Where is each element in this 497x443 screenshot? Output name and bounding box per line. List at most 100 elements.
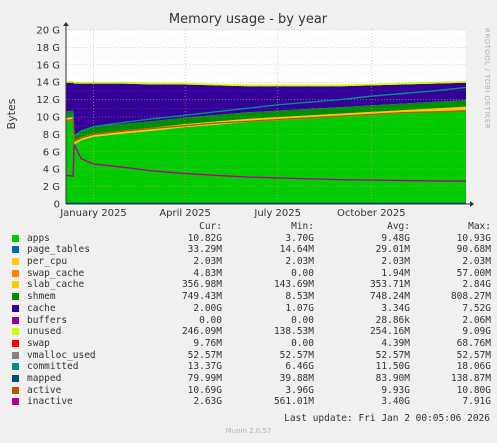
legend-header-cur: Cur: xyxy=(199,221,222,232)
legend-value-avg: 9.48G xyxy=(381,232,410,244)
legend-value-avg: 83.90M xyxy=(375,372,410,384)
legend-value-max: 2.84G xyxy=(462,279,491,291)
legend-value-max: 808.27M xyxy=(450,291,491,303)
y-tick-label: 20 G xyxy=(36,26,60,37)
legend-value-min: 3.70G xyxy=(285,232,314,244)
legend-row-swap: swap 9.76M 0.00 4.39M 68.76M xyxy=(12,337,491,350)
legend-value-avg: 353.71M xyxy=(369,279,410,291)
legend-series-name: cache xyxy=(27,302,56,314)
legend-value-cur: 9.76M xyxy=(193,337,222,349)
legend-row-active: active 10.69G 3.96G 9.93G 10.80G xyxy=(12,384,491,397)
legend-row-committed: committed 13.37G 6.46G 11.50G 18.06G xyxy=(12,361,491,373)
legend-value-min: 39.88M xyxy=(279,372,314,384)
legend-value-cur: 356.98M xyxy=(181,279,222,291)
legend-value-max: 7.91G xyxy=(462,396,491,408)
legend-value-min: 8.53M xyxy=(285,291,314,303)
legend-series-name: committed xyxy=(27,361,79,373)
legend-rows: apps 10.82G 3.70G 9.48G 10.93G page_tables 33.… xyxy=(12,232,491,408)
legend-series-name: slab_cache xyxy=(27,279,85,291)
legend-value-avg: 28.86k xyxy=(375,314,410,326)
area-slab_cache xyxy=(66,106,466,145)
area-shmem xyxy=(66,100,466,142)
y-axis-label: Bytes xyxy=(5,98,18,129)
x-tick-label: April 2025 xyxy=(159,208,210,219)
y-tick-label: 14 G xyxy=(36,78,60,89)
line-inactive xyxy=(65,142,467,182)
y-tick-label: 8 G xyxy=(43,130,60,141)
legend-swatch xyxy=(12,234,19,242)
legend-value-cur: 2.00G xyxy=(193,302,222,314)
legend: Cur: Min: Avg: Max: apps 10.82G 3.70G 9.48G… xyxy=(12,221,491,408)
memory-chart: Memory usage - by year Bytes RRDTOOL / T… xyxy=(5,12,491,219)
legend-series-name: buffers xyxy=(27,314,68,326)
legend-row-mapped: mapped 79.99M 39.88M 83.90M 138.87M xyxy=(12,372,491,385)
legend-value-cur: 33.29M xyxy=(187,244,222,256)
legend-value-avg: 3.40G xyxy=(381,396,410,408)
legend-header-min: Min: xyxy=(291,221,314,232)
legend-swatch xyxy=(12,281,19,289)
last-update: Last update: Fri Jan 2 00:05:06 2026 xyxy=(284,413,490,424)
legend-series-name: shmem xyxy=(27,291,56,303)
legend-row-vmalloc_used: vmalloc_used 52.57M 52.57M 52.57M 52.57M xyxy=(12,349,491,362)
legend-value-avg: 4.39M xyxy=(381,337,410,349)
legend-value-min: 0.00 xyxy=(291,314,314,326)
legend-value-avg: 2.03M xyxy=(381,256,410,268)
chart-title: Memory usage - by year xyxy=(169,12,328,27)
legend-swatch xyxy=(12,293,19,301)
rrdtool-watermark: RRDTOOL / TOBI OETIKER xyxy=(483,28,491,129)
x-tick-label: January 2025 xyxy=(59,208,127,219)
legend-series-name: page_tables xyxy=(27,244,90,256)
munin-version: Munin 2.0.57 xyxy=(225,427,272,435)
legend-value-min: 561.01M xyxy=(273,396,314,408)
legend-value-avg: 11.50G xyxy=(375,361,410,373)
axes xyxy=(63,22,474,207)
legend-value-cur: 4.83M xyxy=(193,267,222,279)
legend-value-max: 52.57M xyxy=(456,349,491,361)
legend-value-avg: 3.34G xyxy=(381,302,410,314)
legend-series-name: swap_cache xyxy=(27,267,85,279)
legend-swatch xyxy=(12,398,19,406)
area-cache xyxy=(66,82,466,135)
legend-value-max: 68.76M xyxy=(456,337,491,349)
legend-value-max: 18.06G xyxy=(456,361,491,373)
grid-lines xyxy=(66,29,466,205)
x-tick-labels: January 2025 April 2025 July 2025 October 2… xyxy=(59,208,405,219)
legend-value-avg: 1.94M xyxy=(381,267,410,279)
legend-value-min: 0.00 xyxy=(291,267,314,279)
legend-header-avg: Avg: xyxy=(387,221,410,232)
legend-row-unused: unused 246.09M 138.53M 254.16M 9.09G xyxy=(12,326,491,338)
legend-series-name: per_cpu xyxy=(27,256,68,268)
legend-value-min: 6.46G xyxy=(285,361,314,373)
legend-swatch xyxy=(12,258,19,266)
legend-value-avg: 748.24M xyxy=(369,291,410,303)
legend-header-max: Max: xyxy=(468,221,491,232)
legend-row-page_tables: page_tables 33.29M 14.64M 29.01M 90.68M xyxy=(12,244,491,256)
x-axis-arrow xyxy=(470,201,474,207)
legend-swatch xyxy=(12,386,19,394)
legend-swatch xyxy=(12,351,19,359)
legend-value-cur: 0.00 xyxy=(199,314,222,326)
legend-row-apps: apps 10.82G 3.70G 9.48G 10.93G xyxy=(12,232,491,245)
legend-series-name: vmalloc_used xyxy=(27,349,96,361)
legend-row-inactive: inactive 2.63G 561.01M 3.40G 7.91G xyxy=(12,396,491,408)
legend-value-cur: 79.99M xyxy=(187,372,222,384)
legend-value-max: 7.52G xyxy=(462,302,491,314)
legend-value-cur: 2.03M xyxy=(193,256,222,268)
legend-swatch xyxy=(12,316,19,324)
legend-value-min: 2.03M xyxy=(285,256,314,268)
y-tick-label: 16 G xyxy=(36,60,60,71)
legend-value-cur: 749.43M xyxy=(181,291,222,303)
legend-value-max: 10.93G xyxy=(456,232,491,244)
legend-series-name: active xyxy=(27,384,62,396)
legend-value-cur: 10.82G xyxy=(187,232,222,244)
legend-value-min: 14.64M xyxy=(279,244,314,256)
legend-swatch xyxy=(12,363,19,371)
legend-value-max: 90.68M xyxy=(456,244,491,256)
y-tick-label: 0 xyxy=(54,200,60,211)
legend-swatch xyxy=(12,269,19,277)
y-tick-label: 10 G xyxy=(36,113,60,124)
legend-value-min: 0.00 xyxy=(291,337,314,349)
legend-value-cur: 10.69G xyxy=(187,384,222,396)
y-tick-label: 6 G xyxy=(43,147,60,158)
y-tick-label: 2 G xyxy=(43,182,60,193)
